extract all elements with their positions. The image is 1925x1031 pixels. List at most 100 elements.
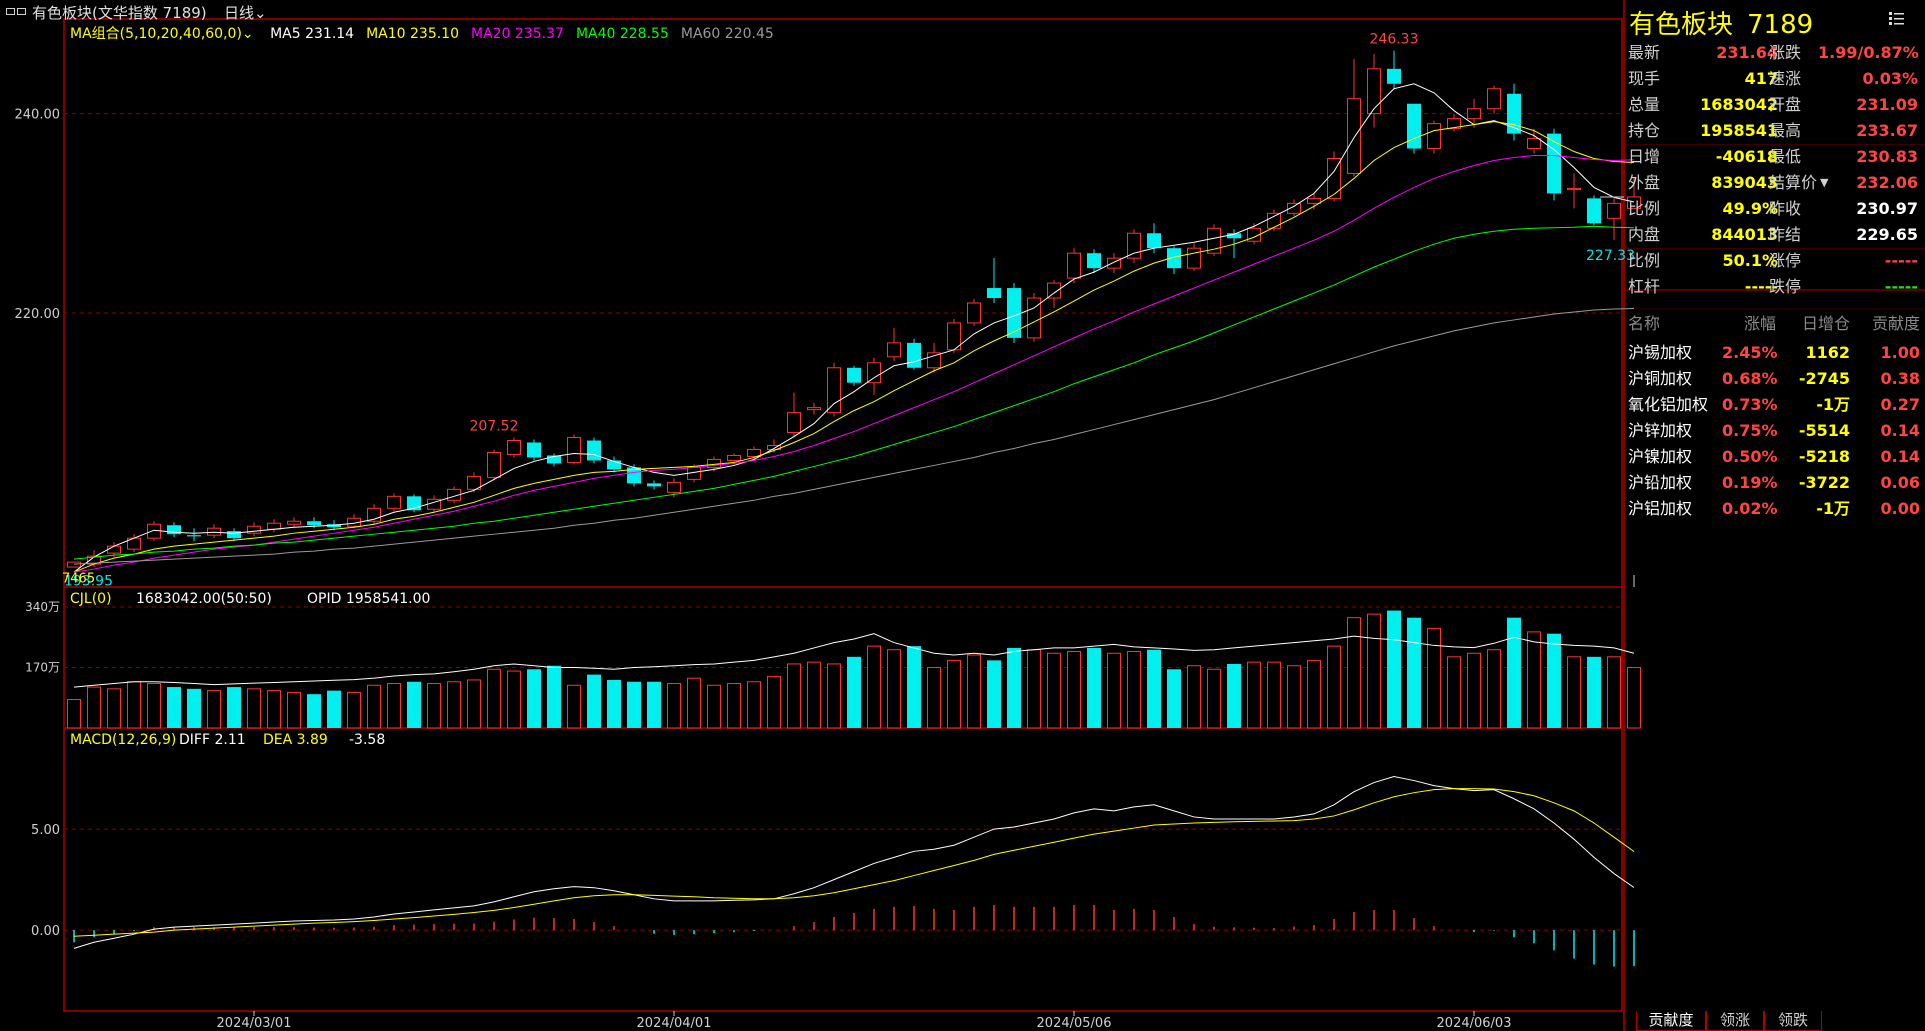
candle-body <box>1467 108 1481 120</box>
table-row[interactable]: 沪锡加权 2.45% 1162 1.00 <box>0 340 1925 366</box>
candle <box>647 480 661 490</box>
column-header[interactable]: 日增仓 <box>1801 314 1850 333</box>
caret-down-icon[interactable]: ▼ <box>1820 176 1829 189</box>
candle-body <box>147 523 161 539</box>
volume-bar <box>1627 667 1641 729</box>
ma-line-ma5 <box>73 83 1635 573</box>
volume-bar <box>1227 663 1241 728</box>
table-row[interactable]: 氧化铝加权 0.73% -1万 0.27 <box>0 392 1925 418</box>
volume-bar <box>1167 669 1181 728</box>
quote-value: 230.83 <box>1856 147 1918 166</box>
candle-body <box>1187 247 1201 269</box>
table-row[interactable]: 沪镍加权 0.50% -5218 0.14 <box>0 444 1925 470</box>
tab-top-gainers[interactable]: 领涨 <box>1706 1011 1764 1031</box>
table-row[interactable]: 沪铅加权 0.19% -3722 0.06 <box>0 470 1925 496</box>
date-tick-label: 2024/03/01 <box>217 1016 292 1031</box>
tab-contribution[interactable]: 贡献度 <box>1636 1011 1706 1031</box>
candle <box>147 521 161 542</box>
candle <box>887 327 901 361</box>
volume-bar <box>127 681 141 729</box>
quote-row: 持仓 1958541 最高 233.67 <box>1628 118 1920 144</box>
table-row[interactable]: 沪锌加权 0.75% -5514 0.14 <box>0 418 1925 444</box>
volume-bar <box>1267 661 1281 729</box>
candle <box>1067 248 1081 284</box>
volume-bar <box>947 659 961 729</box>
candle <box>627 464 641 487</box>
candle <box>607 456 621 473</box>
volume-bar <box>1127 650 1141 729</box>
period-label: 日线 <box>224 4 255 22</box>
candle-body <box>667 481 681 493</box>
volume-bar <box>1027 649 1041 729</box>
volume-bar <box>847 656 861 728</box>
quote-value: ----- <box>1884 277 1918 296</box>
period-selector[interactable]: 日线⌄ <box>224 2 267 23</box>
quote-label: 涨跌 <box>1769 43 1802 62</box>
volume-bar <box>1367 613 1381 729</box>
table-row[interactable]: 沪铝加权 0.02% -1万 0.00 <box>0 496 1925 522</box>
column-header[interactable]: 名称 <box>1628 314 1661 333</box>
row-change: 0.75% <box>1722 421 1778 440</box>
candle-body <box>1087 253 1101 269</box>
volume-tick-label: 340万 <box>25 600 60 614</box>
quote-value: 0.03% <box>1862 69 1918 88</box>
row-oi-change: 1162 <box>1805 343 1850 362</box>
candle <box>1187 243 1201 272</box>
volume-bar <box>1047 652 1061 729</box>
row-change: 0.02% <box>1722 499 1778 518</box>
candle <box>1467 98 1481 128</box>
volume-bar <box>1567 656 1581 729</box>
volume-indicator-label: CJL(0) <box>70 591 112 607</box>
volume-bar <box>187 688 201 728</box>
row-contribution: 0.14 <box>1880 421 1920 440</box>
volume-bar <box>727 683 741 729</box>
list-menu-icon[interactable] <box>1887 10 1907 26</box>
candle-body <box>1067 252 1081 279</box>
volume-bar <box>547 665 561 728</box>
candle <box>1447 113 1461 132</box>
candle-body <box>627 467 641 484</box>
quote-value: 844013 <box>1711 225 1778 244</box>
row-oi-change: -5218 <box>1798 447 1850 466</box>
volume-bar <box>67 699 81 729</box>
candle-body <box>547 455 561 464</box>
volume-bar <box>1107 652 1121 729</box>
ma-combo-selector[interactable]: MA组合(5,10,20,40,60,0)⌄ <box>70 26 254 42</box>
volume-bar <box>1407 617 1421 728</box>
quote-row: 外盘 839043 结算价 232.06 ▼ <box>1628 170 1920 196</box>
volume-bar <box>627 681 641 728</box>
candle <box>987 258 1001 303</box>
volume-bar <box>1147 649 1161 728</box>
quote-row: 比例 50.1% 涨停 ----- <box>1628 248 1920 274</box>
candle <box>1507 83 1521 141</box>
candle <box>1267 209 1281 232</box>
volume-bar <box>407 681 421 728</box>
volume-bar <box>1387 610 1401 728</box>
ma-legend: MA组合(5,10,20,40,60,0)⌄ MA5 231.14 MA10 23… <box>70 23 774 43</box>
candle <box>1487 85 1501 114</box>
candle <box>1167 246 1181 275</box>
quote-label: 杠杆 <box>1628 277 1661 296</box>
tab-top-losers[interactable]: 领跌 <box>1764 1011 1822 1031</box>
quote-label: 昨收 <box>1769 199 1802 218</box>
quote-label: 速涨 <box>1769 69 1802 88</box>
volume-bar <box>1067 650 1081 729</box>
row-name: 沪镍加权 <box>1628 447 1693 466</box>
quote-label: 涨停 <box>1769 251 1802 270</box>
volume-bar <box>327 690 341 728</box>
candle-body <box>987 288 1001 299</box>
volume-bar <box>307 694 321 728</box>
table-row[interactable]: 沪铜加权 0.68% -2745 0.38 <box>0 366 1925 392</box>
candle <box>467 472 481 493</box>
row-change: 0.19% <box>1722 473 1778 492</box>
column-header[interactable]: 涨幅 <box>1743 314 1776 333</box>
macd-tick-label: 5.00 <box>31 823 60 838</box>
volume-bar <box>927 667 941 729</box>
column-header[interactable]: 贡献度 <box>1871 314 1920 333</box>
row-contribution: 0.27 <box>1880 395 1920 414</box>
volume-bar <box>747 681 761 729</box>
quote-value: 229.65 <box>1856 225 1918 244</box>
volume-bar <box>1587 656 1601 728</box>
volume-bar <box>767 675 781 729</box>
